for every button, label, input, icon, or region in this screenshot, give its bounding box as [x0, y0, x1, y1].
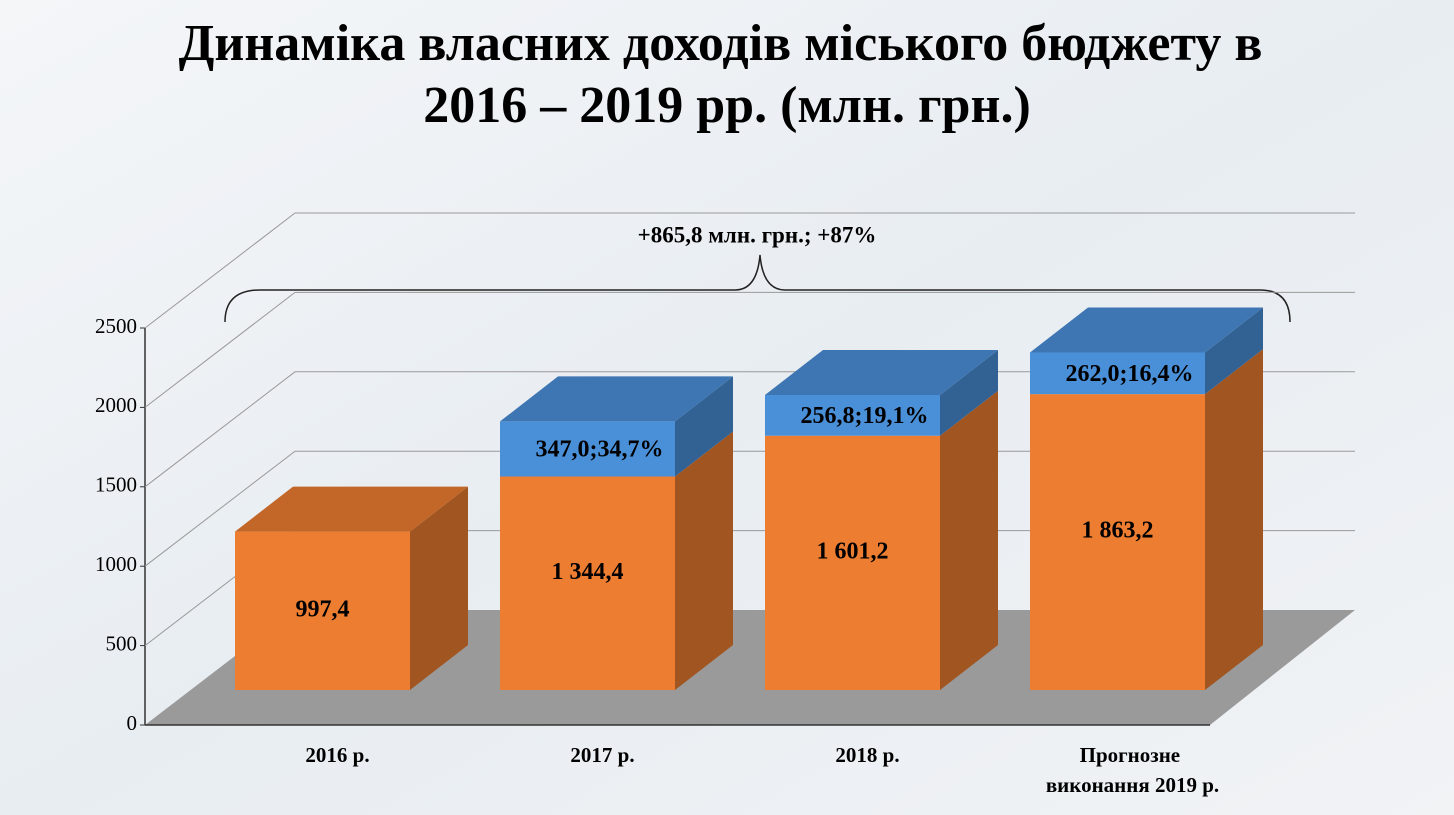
bar-side — [1205, 307, 1263, 395]
bar-front — [235, 531, 410, 690]
bar-side — [410, 486, 468, 690]
bar-side — [675, 431, 733, 690]
y-tick-label: 2500 — [95, 314, 137, 338]
bar-top — [765, 349, 998, 395]
bar-front — [765, 435, 940, 690]
x-tick-label: 2016 р. — [305, 743, 369, 767]
bar-side — [1205, 349, 1263, 690]
y-tick-label: 500 — [106, 631, 138, 655]
y-tick-label: 0 — [127, 711, 138, 735]
value-label: 347,0;34,7% — [536, 436, 664, 462]
bar-front — [765, 394, 940, 436]
bar-top — [500, 376, 733, 422]
bar-front — [500, 421, 675, 477]
bar-top — [1030, 307, 1263, 353]
value-label: 1 863,2 — [1082, 518, 1154, 544]
x-tick-label: Прогнозне виконання 2019 р. — [1046, 743, 1219, 797]
bar-side — [675, 376, 733, 477]
bar-front — [500, 476, 675, 690]
bar-front — [1030, 352, 1205, 395]
bar-top — [235, 486, 468, 532]
bar-side — [940, 349, 998, 436]
grid-line — [144, 212, 1355, 329]
grid-line — [144, 371, 1355, 488]
y-tick-label: 1000 — [95, 552, 137, 576]
x-tick-label: 2018 р. — [835, 743, 899, 767]
grid-line — [144, 291, 1355, 408]
bar-side — [940, 390, 998, 690]
value-label: 1 344,4 — [552, 559, 624, 585]
value-label: 256,8;19,1% — [801, 403, 929, 429]
grid-line — [144, 450, 1355, 567]
value-label: 1 601,2 — [817, 538, 889, 564]
bar-front — [1030, 394, 1205, 690]
value-label: 262,0;16,4% — [1066, 361, 1194, 387]
y-tick-label: 1500 — [95, 473, 137, 497]
chart-title: Динаміка власних доходів міського бюджет… — [179, 15, 1276, 134]
x-tick-label: 2017 р. — [570, 743, 634, 767]
value-label: 997,4 — [296, 596, 350, 622]
annotation: +865,8 млн. грн.; +87% — [638, 222, 877, 247]
y-tick-label: 2000 — [95, 393, 137, 417]
